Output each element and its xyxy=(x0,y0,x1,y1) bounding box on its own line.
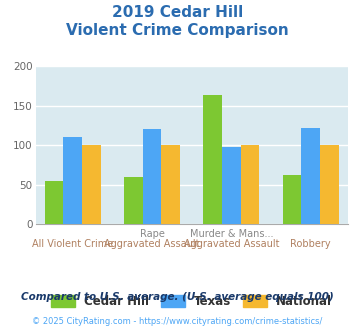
Bar xyxy=(64,137,82,224)
Text: Robbery: Robbery xyxy=(290,239,331,249)
Text: © 2025 CityRating.com - https://www.cityrating.com/crime-statistics/: © 2025 CityRating.com - https://www.city… xyxy=(32,317,323,326)
Bar xyxy=(301,128,320,224)
Text: Aggravated Assault: Aggravated Assault xyxy=(184,239,279,249)
Bar xyxy=(241,145,259,224)
Text: 2019 Cedar Hill: 2019 Cedar Hill xyxy=(112,5,243,20)
Text: Violent Crime Comparison: Violent Crime Comparison xyxy=(66,23,289,38)
Text: Murder & Mans...: Murder & Mans... xyxy=(190,229,273,239)
Bar xyxy=(320,145,339,224)
Text: Aggravated Assault: Aggravated Assault xyxy=(104,239,200,249)
Legend: Cedar Hill, Texas, National: Cedar Hill, Texas, National xyxy=(47,290,337,313)
Text: Rape: Rape xyxy=(140,229,164,239)
Bar xyxy=(45,181,64,224)
Bar xyxy=(82,145,101,224)
Bar xyxy=(162,145,180,224)
Bar xyxy=(124,177,143,224)
Bar xyxy=(283,175,301,224)
Bar xyxy=(143,129,162,224)
Bar xyxy=(203,95,222,224)
Text: Compared to U.S. average. (U.S. average equals 100): Compared to U.S. average. (U.S. average … xyxy=(21,292,334,302)
Bar xyxy=(222,147,241,224)
Text: All Violent Crime: All Violent Crime xyxy=(32,239,114,249)
